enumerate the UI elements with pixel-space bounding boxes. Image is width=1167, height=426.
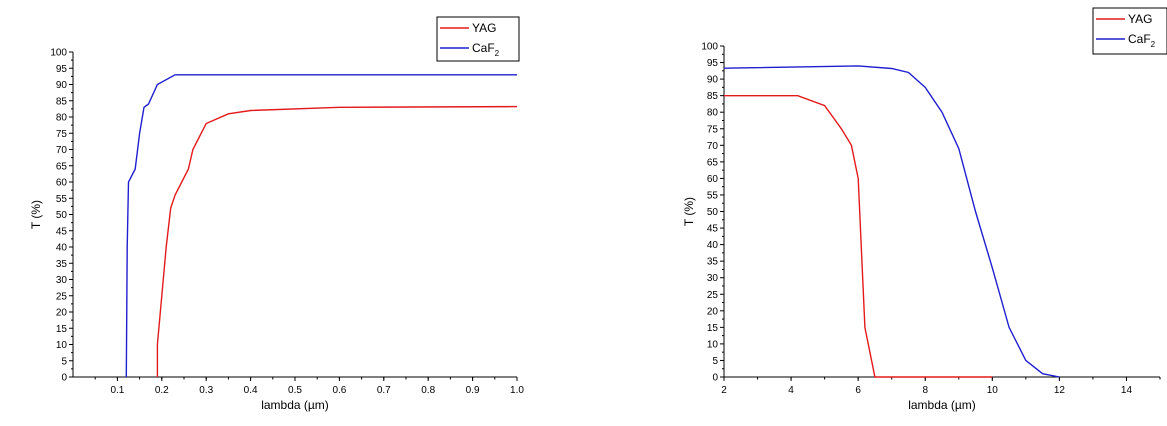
legend-box (436, 16, 520, 62)
y-tick-label: 100 (50, 48, 67, 59)
x-tick-label: 0.3 (199, 385, 213, 396)
x-tick-label: 4 (788, 385, 794, 396)
y-tick-label: 15 (707, 323, 719, 334)
y-tick-label: 90 (56, 80, 68, 91)
y-tick-label: 65 (707, 157, 719, 168)
y-axis-title: T (%) (682, 197, 696, 226)
x-tick-label: 0.6 (332, 385, 346, 396)
y-tick-label: 65 (56, 161, 68, 172)
y-tick-label: 35 (56, 259, 68, 270)
series-line-caf (125, 74, 517, 378)
x-tick-label: 2 (721, 385, 727, 396)
x-tick-label: 0.8 (421, 385, 435, 396)
y-tick-label: 40 (56, 243, 68, 254)
y-tick-label: 75 (707, 124, 719, 135)
y-tick-label: 75 (56, 129, 68, 140)
y-tick-label: 10 (56, 340, 68, 351)
x-tick-label: 10 (987, 385, 999, 396)
y-tick-label: 30 (56, 275, 68, 286)
y-tick-label: 0 (712, 373, 718, 384)
x-tick-label: 0.2 (155, 385, 169, 396)
legend-label: YAG (1128, 12, 1152, 26)
y-tick-label: 45 (56, 226, 68, 237)
y-tick-label: 80 (56, 113, 68, 124)
chart-1: 0 5 10 15 20 25 30 35 40 45 50 55 60 65 70 75 80 85 90 95 10… (29, 16, 524, 412)
y-tick-label: 55 (707, 190, 719, 201)
x-axis-title: lambda (µm) (908, 398, 976, 412)
y-axis-title: T (%) (29, 200, 43, 229)
y-tick-label: 100 (701, 42, 718, 53)
y-tick-label: 95 (56, 64, 68, 75)
x-tick-label: 0.4 (244, 385, 258, 396)
y-tick-label: 60 (56, 178, 68, 189)
y-tick-label: 85 (56, 96, 68, 107)
y-tick-label: 5 (712, 356, 718, 367)
y-tick-label: 80 (707, 108, 719, 119)
legend-label: CaF2 (472, 41, 500, 58)
legend: YAG CaF2 (436, 16, 520, 62)
x-tick-label: 0.9 (466, 385, 480, 396)
legend-label: CaF2 (1128, 32, 1156, 49)
y-tick-label: 70 (56, 145, 68, 156)
y-tick-label: 20 (56, 308, 68, 319)
x-tick-label: 14 (1121, 385, 1133, 396)
y-tick-label: 50 (707, 207, 719, 218)
y-tick-label: 20 (707, 306, 719, 317)
y-tick-label: 50 (56, 210, 68, 221)
y-tick-label: 70 (707, 141, 719, 152)
y-tick-label: 25 (707, 290, 719, 301)
series-line-caf (724, 65, 1060, 378)
x-tick-label: 6 (855, 385, 861, 396)
y-tick-label: 15 (56, 324, 68, 335)
y-tick-label: 95 (707, 58, 719, 69)
x-tick-label: 0.5 (288, 385, 302, 396)
y-tick-label: 5 (61, 356, 67, 367)
x-axis-title: lambda (µm) (261, 398, 329, 412)
chart-2: 0 5 10 15 20 25 30 35 40 45 50 55 60 65 70 75 80 85 90 95 10… (682, 7, 1167, 412)
series-line-yag (724, 95, 993, 378)
x-tick-label: 0.1 (110, 385, 124, 396)
y-tick-label: 40 (707, 240, 719, 251)
y-tick-label: 90 (707, 75, 719, 86)
y-tick-label: 85 (707, 91, 719, 102)
x-tick-label: 8 (922, 385, 928, 396)
x-tick-label: 1.0 (510, 385, 524, 396)
y-tick-label: 60 (707, 174, 719, 185)
y-tick-label: 30 (707, 273, 719, 284)
y-tick-label: 25 (56, 291, 68, 302)
y-tick-label: 10 (707, 339, 719, 350)
y-tick-label: 45 (707, 224, 719, 235)
legend-label: YAG (472, 21, 496, 35)
legend: YAG CaF2 (1092, 7, 1167, 55)
x-tick-label: 12 (1054, 385, 1066, 396)
y-tick-label: 55 (56, 194, 68, 205)
x-tick-label: 0.7 (377, 385, 391, 396)
y-tick-label: 35 (707, 257, 719, 268)
legend-box (1092, 7, 1167, 55)
series-line-yag (156, 105, 517, 377)
y-tick-label: 0 (61, 373, 67, 384)
